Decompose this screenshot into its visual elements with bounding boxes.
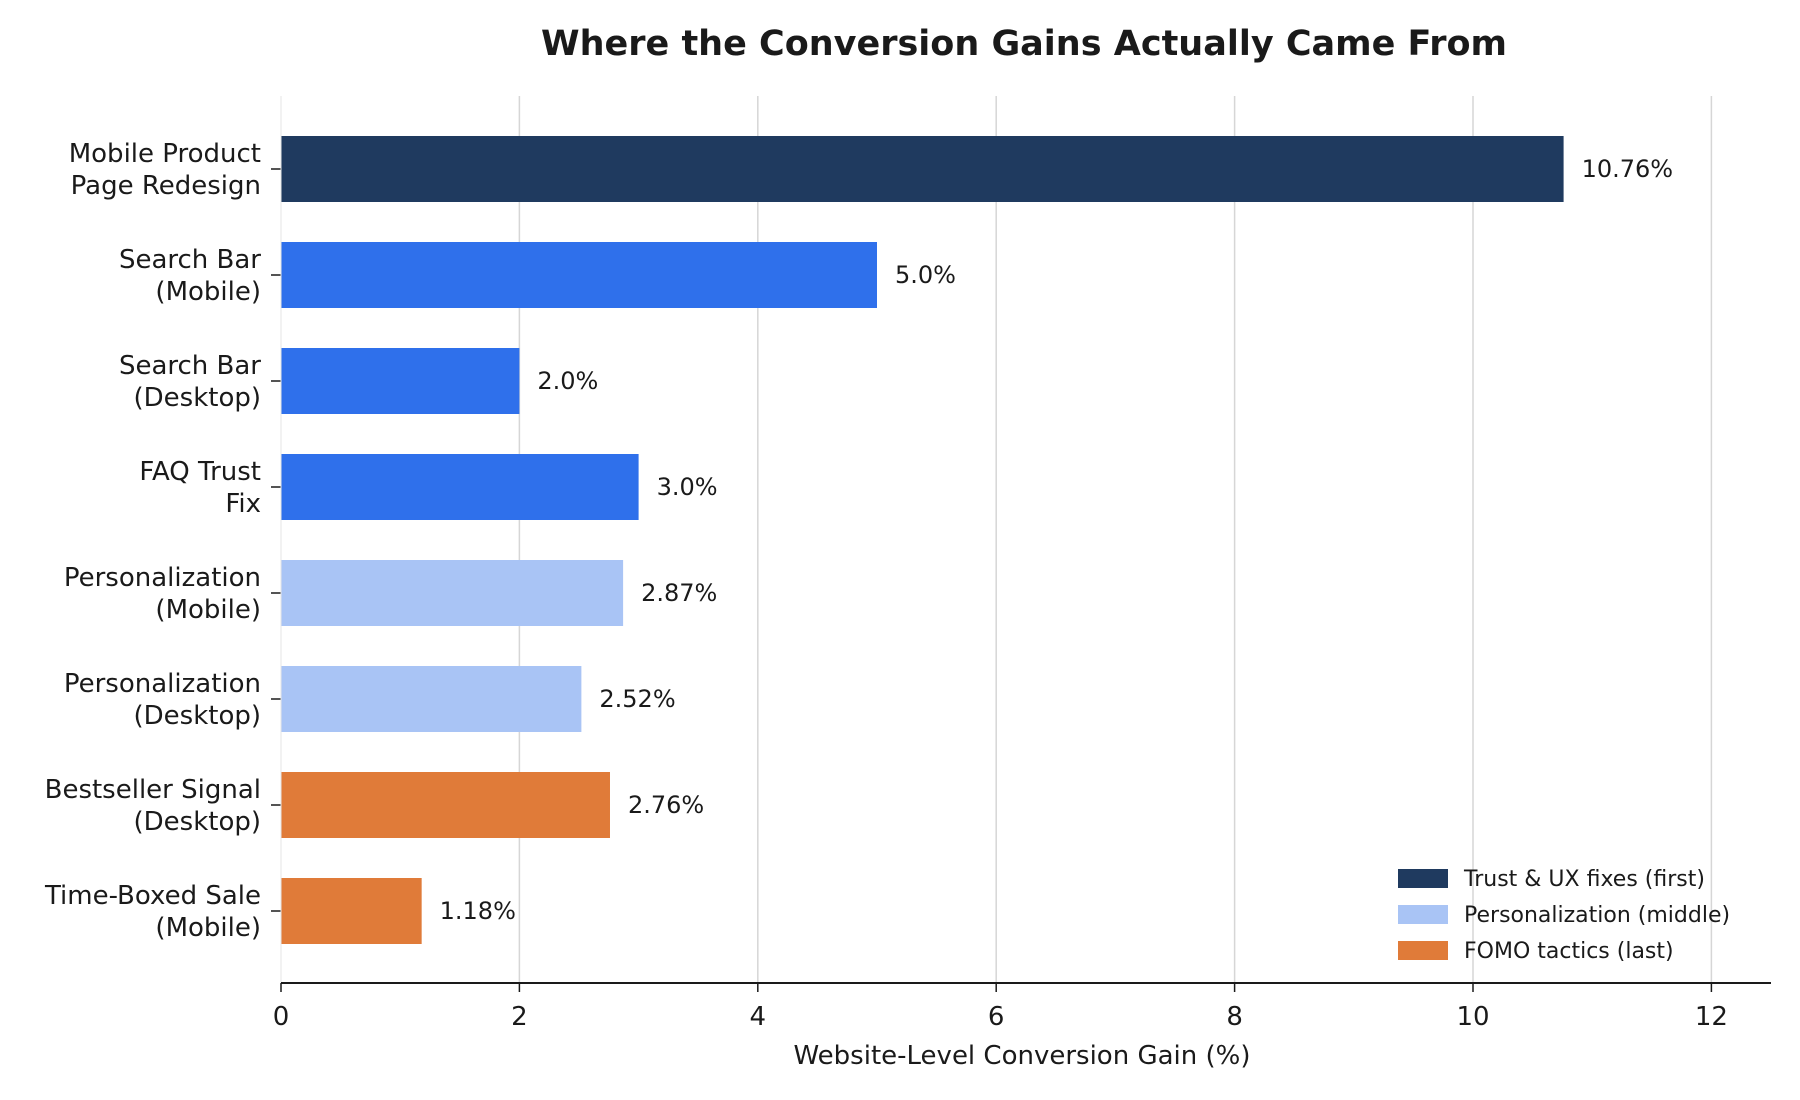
- x-axis: 0 2 4 6 8 10 12: [273, 982, 1771, 1032]
- category-label: Mobile Product Page Redesign: [69, 139, 261, 201]
- category-label-line: Fix: [225, 489, 261, 519]
- bar: [281, 242, 877, 308]
- category-label: Bestseller Signal (Desktop): [45, 775, 261, 837]
- bar: [281, 560, 624, 626]
- category-label-line: Time-Boxed Sale: [44, 881, 261, 911]
- value-label: 2.87%: [641, 579, 717, 607]
- x-axis-title: Website-Level Conversion Gain (%): [794, 1041, 1251, 1071]
- category-label-line: Personalization: [64, 563, 261, 593]
- category-label-line: Search Bar: [119, 351, 261, 381]
- chart-title: Where the Conversion Gains Actually Came…: [541, 24, 1507, 64]
- value-label: 2.52%: [599, 685, 675, 713]
- category-label-line: Mobile Product: [69, 139, 261, 169]
- legend-label: FOMO tactics (last): [1464, 939, 1674, 964]
- x-tick-label: 8: [1226, 1002, 1243, 1032]
- bar: [281, 878, 422, 944]
- category-label-line: (Mobile): [155, 277, 261, 307]
- legend-swatch: [1398, 869, 1448, 888]
- x-tick-label: 10: [1456, 1002, 1489, 1032]
- value-labels: 10.76% 5.0% 2.0% 3.0% 2.87% 2.52% 2.76% 1.18%: [440, 155, 1673, 925]
- legend-label: Personalization (middle): [1464, 903, 1730, 928]
- bar: [281, 136, 1564, 202]
- bar: [281, 454, 639, 520]
- category-label: Personalization (Mobile): [64, 563, 261, 625]
- category-label-line: (Mobile): [155, 595, 261, 625]
- x-tick-label: 4: [750, 1002, 767, 1032]
- category-label: Personalization (Desktop): [64, 669, 261, 731]
- category-label: Time-Boxed Sale (Mobile): [44, 881, 261, 943]
- x-tick-label: 6: [988, 1002, 1005, 1032]
- category-label-line: Search Bar: [119, 245, 261, 275]
- category-label-line: FAQ Trust: [139, 457, 261, 487]
- bar: [281, 666, 582, 732]
- bar: [281, 348, 520, 414]
- value-label: 2.0%: [537, 367, 598, 395]
- value-label: 10.76%: [1582, 155, 1674, 183]
- value-label: 3.0%: [657, 473, 718, 501]
- bar: [281, 772, 610, 838]
- category-label-line: (Desktop): [133, 807, 261, 837]
- category-label-line: Page Redesign: [71, 171, 261, 201]
- category-label: Search Bar (Desktop): [119, 351, 261, 413]
- legend: Trust & UX fixes (first) Personalization …: [1398, 867, 1730, 964]
- legend-swatch: [1398, 905, 1448, 924]
- x-tick-label: 12: [1695, 1002, 1728, 1032]
- value-label: 1.18%: [440, 897, 516, 925]
- bars: [281, 136, 1564, 944]
- legend-label: Trust & UX fixes (first): [1463, 867, 1705, 892]
- category-label: FAQ Trust Fix: [139, 457, 261, 519]
- category-label-line: (Mobile): [155, 913, 261, 943]
- x-tick-label: 2: [511, 1002, 528, 1032]
- category-label-line: Bestseller Signal: [45, 775, 261, 805]
- legend-swatch: [1398, 941, 1448, 960]
- gridlines: [518, 96, 1713, 983]
- value-label: 5.0%: [895, 261, 956, 289]
- value-label: 2.76%: [628, 791, 704, 819]
- category-label-line: Personalization: [64, 669, 261, 699]
- category-label: Search Bar (Mobile): [119, 245, 261, 307]
- category-label-line: (Desktop): [133, 383, 261, 413]
- category-label-line: (Desktop): [133, 701, 261, 731]
- x-tick-label: 0: [273, 1002, 290, 1032]
